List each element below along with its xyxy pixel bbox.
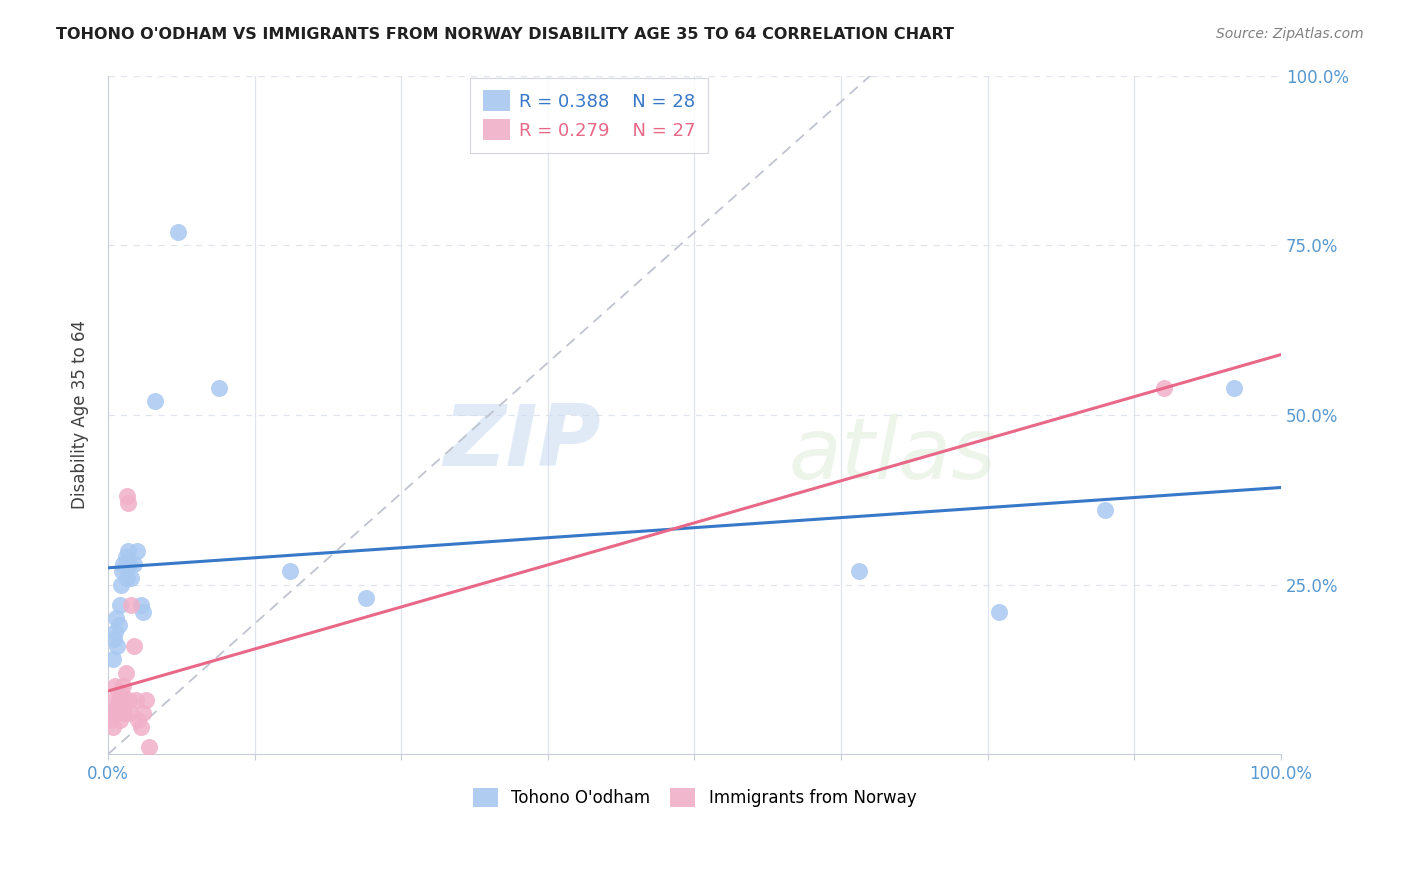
Point	[105, 611, 128, 625]
Text: Source: ZipAtlas.com: Source: ZipAtlas.com	[1216, 27, 1364, 41]
Point	[108, 598, 131, 612]
Point	[101, 652, 124, 666]
Point	[103, 632, 125, 646]
Point	[127, 543, 149, 558]
Point	[107, 618, 129, 632]
Point	[988, 605, 1011, 619]
Point	[167, 225, 190, 239]
Point	[104, 679, 127, 693]
Legend: Tohono O'odham, Immigrants from Norway: Tohono O'odham, Immigrants from Norway	[467, 781, 922, 814]
Point	[105, 699, 128, 714]
Point	[132, 605, 155, 619]
Point	[118, 557, 141, 571]
Point	[138, 740, 160, 755]
Point	[117, 543, 139, 558]
Point	[117, 496, 139, 510]
Point	[105, 706, 128, 721]
Point	[120, 571, 142, 585]
Point	[354, 591, 377, 606]
Point	[1153, 381, 1175, 395]
Y-axis label: Disability Age 35 to 64: Disability Age 35 to 64	[72, 320, 89, 509]
Point	[98, 713, 121, 727]
Text: TOHONO O'ODHAM VS IMMIGRANTS FROM NORWAY DISABILITY AGE 35 TO 64 CORRELATION CHA: TOHONO O'ODHAM VS IMMIGRANTS FROM NORWAY…	[56, 27, 955, 42]
Point	[132, 706, 155, 721]
Point	[122, 557, 145, 571]
Point	[114, 665, 136, 680]
Point	[110, 686, 132, 700]
Point	[143, 394, 166, 409]
Point	[208, 381, 231, 395]
Point	[848, 564, 870, 578]
Point	[100, 706, 122, 721]
Point	[111, 699, 134, 714]
Point	[118, 693, 141, 707]
Point	[112, 557, 135, 571]
Point	[120, 706, 142, 721]
Point	[125, 693, 148, 707]
Point	[105, 639, 128, 653]
Point	[115, 571, 138, 585]
Point	[122, 639, 145, 653]
Point	[278, 564, 301, 578]
Point	[111, 564, 134, 578]
Point	[108, 713, 131, 727]
Point	[135, 693, 157, 707]
Point	[129, 598, 152, 612]
Text: atlas: atlas	[789, 414, 997, 497]
Point	[129, 720, 152, 734]
Point	[120, 598, 142, 612]
Point	[1223, 381, 1246, 395]
Point	[104, 625, 127, 640]
Point	[101, 720, 124, 734]
Point	[110, 577, 132, 591]
Text: ZIP: ZIP	[443, 401, 600, 483]
Point	[112, 679, 135, 693]
Point	[1094, 503, 1116, 517]
Point	[107, 693, 129, 707]
Point	[127, 713, 149, 727]
Point	[115, 489, 138, 503]
Point	[103, 693, 125, 707]
Point	[112, 706, 135, 721]
Point	[114, 550, 136, 565]
